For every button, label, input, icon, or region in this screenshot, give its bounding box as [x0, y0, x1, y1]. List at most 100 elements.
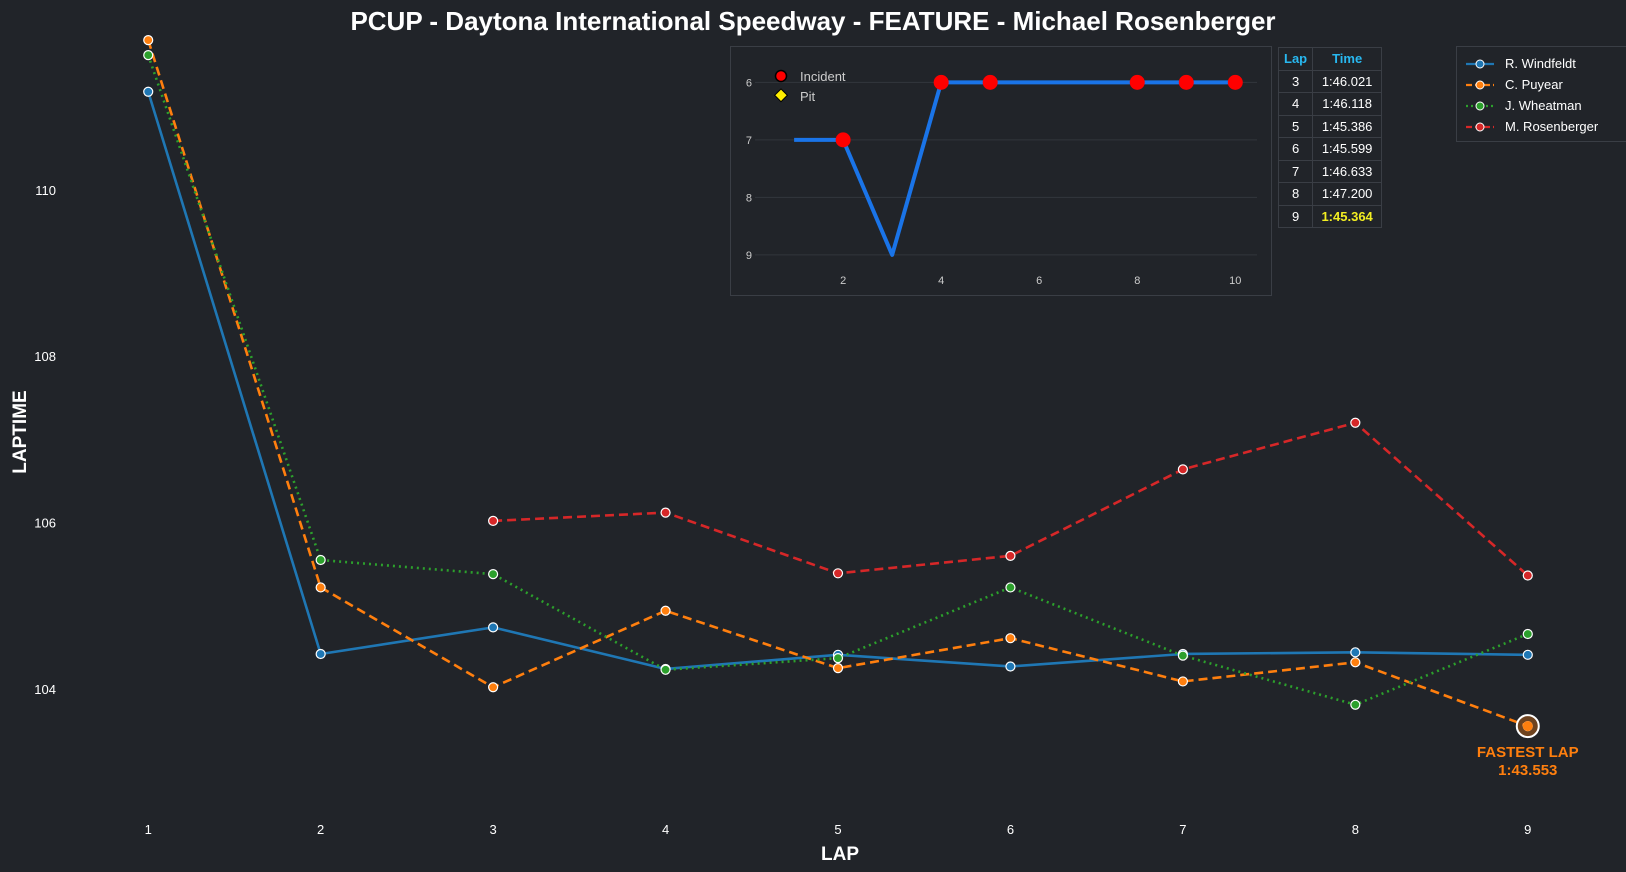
data-point	[488, 682, 499, 693]
position-line	[794, 80, 1236, 257]
data-point	[143, 86, 154, 97]
legend-item-m-rosenberger: M. Rosenberger	[1465, 116, 1619, 137]
lap-time-cell: 1:45.386	[1312, 114, 1383, 138]
lap-number-cell: 6	[1277, 137, 1314, 161]
x-tick-label: 5	[834, 822, 841, 837]
incident-legend-marker	[774, 69, 788, 83]
data-point	[1350, 647, 1361, 658]
lap-number-cell: 8	[1277, 182, 1314, 206]
x-tick-label: 1	[145, 822, 152, 837]
x-tick-label: 6	[1007, 822, 1014, 837]
lap-time-cell: 1:46.021	[1312, 69, 1383, 93]
lap-time-cell: 1:45.364	[1312, 204, 1383, 228]
inset-x-tick-label: 10	[1229, 275, 1241, 287]
chart-legend: R. Windfeldt C. Puyear J. Wheatman M. Rosen…	[1456, 46, 1626, 142]
data-point	[1522, 570, 1533, 581]
inset-y-tick-label: 9	[746, 250, 752, 262]
data-point	[1350, 699, 1361, 710]
y-tick-label: 106	[34, 516, 56, 531]
data-point	[660, 664, 671, 675]
legend-label: J. Wheatman	[1505, 98, 1582, 113]
lap-number-cell: 7	[1277, 159, 1314, 183]
table-row: 4 1:46.118	[1277, 92, 1383, 116]
table-row: 6 1:45.599	[1277, 137, 1383, 161]
legend-swatch	[1466, 59, 1494, 68]
inset-x-tick-label: 2	[840, 275, 846, 287]
table-row: 5 1:45.386	[1277, 114, 1383, 138]
legend-swatch	[1466, 101, 1494, 110]
legend-item-j-wheatman: J. Wheatman	[1465, 95, 1619, 116]
inset-x-tick-label: 8	[1134, 275, 1140, 287]
y-tick-label: 104	[34, 682, 56, 697]
incident-marker	[982, 74, 998, 90]
x-tick-label: 9	[1524, 822, 1531, 837]
lap-time-cell: 1:46.633	[1312, 159, 1383, 183]
data-point	[1177, 676, 1188, 687]
data-point	[1005, 550, 1016, 561]
data-point	[1522, 628, 1533, 640]
x-axis-label: LAP	[821, 844, 859, 865]
series-m-rosenberger	[488, 417, 1533, 581]
legend-swatch	[1466, 122, 1494, 131]
lap-number-cell: 4	[1277, 92, 1314, 116]
fastest-lap-marker-center	[1522, 721, 1533, 732]
incident-marker	[835, 132, 851, 148]
x-tick-label: 8	[1352, 822, 1359, 837]
data-point	[1177, 464, 1188, 475]
table-row: 8 1:47.200	[1277, 182, 1383, 206]
pit-legend-label: Pit	[800, 89, 816, 104]
inset-y-tick-label: 6	[746, 77, 752, 89]
legend-item-c-puyear: C. Puyear	[1465, 74, 1619, 95]
lap-number-cell: 5	[1277, 114, 1314, 138]
x-tick-label: 3	[489, 822, 496, 837]
data-point	[488, 569, 499, 580]
lap-times-table: Lap Time 3 1:46.021 4 1:46.118 5 1:45.386 6 1:4…	[1277, 47, 1383, 228]
data-point	[1177, 650, 1188, 661]
position-inset-chart: 6 7 8 9 2 4 6 8 10 Incident Pit	[730, 46, 1272, 296]
table-row: 3 1:46.021	[1277, 69, 1383, 93]
legend-swatch	[1466, 80, 1494, 89]
table-row: 9 1:45.364	[1277, 204, 1383, 228]
inset-x-tick-label: 4	[938, 275, 944, 287]
incident-legend-label: Incident	[800, 69, 846, 84]
inset-y-tick-label: 7	[746, 135, 752, 147]
data-point	[832, 568, 844, 579]
data-point	[315, 554, 326, 566]
data-point	[488, 515, 499, 527]
data-point	[1350, 657, 1361, 668]
data-point	[1522, 649, 1533, 660]
data-point	[1005, 633, 1016, 644]
data-point	[315, 648, 326, 660]
y-axis-label: LAPTIME	[10, 390, 31, 473]
lap-time-cell: 1:46.118	[1312, 92, 1383, 116]
legend-label: M. Rosenberger	[1505, 119, 1599, 134]
series-line	[146, 39, 1529, 728]
lap-number-cell: 9	[1277, 204, 1314, 228]
incident-marker	[1227, 74, 1243, 90]
data-point	[1005, 582, 1016, 593]
series-j-wheatman	[143, 50, 1533, 710]
data-point	[660, 507, 671, 518]
chart-title: PCUP - Daytona International Speedway - …	[350, 6, 1275, 36]
lap-time-cell: 1:45.599	[1312, 137, 1383, 161]
data-point	[143, 35, 154, 46]
data-point	[315, 582, 326, 593]
x-tick-label: 7	[1179, 822, 1186, 837]
data-point	[488, 622, 499, 633]
lap-time-cell: 1:47.200	[1312, 182, 1383, 206]
fastest-lap-label: FASTEST LAP	[1477, 744, 1579, 761]
incident-marker	[933, 74, 949, 90]
table-row: 7 1:46.633	[1277, 159, 1383, 183]
legend-item-r-windfeldt: R. Windfeldt	[1465, 53, 1619, 74]
table-header-time: Time	[1312, 47, 1383, 71]
data-point	[660, 605, 671, 616]
inset-legend: Incident Pit	[773, 69, 846, 104]
legend-label: C. Puyear	[1505, 77, 1563, 92]
y-tick-label: 108	[34, 349, 56, 364]
inset-y-tick-label: 8	[746, 192, 752, 204]
data-point	[143, 50, 154, 61]
data-point	[832, 663, 844, 674]
pit-legend-marker	[773, 88, 789, 103]
